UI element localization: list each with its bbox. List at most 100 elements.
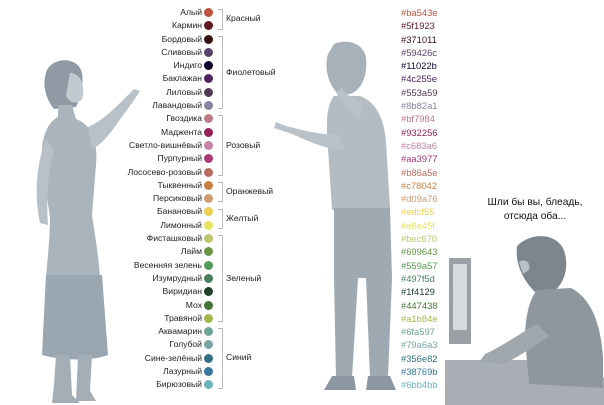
group-bracket — [218, 328, 223, 389]
group-label: Фиолетовый — [226, 66, 276, 77]
hex-code: #38769b — [401, 366, 438, 378]
color-name: Весенняя зелень — [133, 259, 202, 270]
hex-code: #59426c — [401, 46, 437, 58]
color-name: Лавандовый — [152, 100, 202, 111]
hex-code: #4c255e — [401, 73, 437, 85]
hex-code: #aa3977 — [401, 153, 438, 165]
color-swatch — [204, 260, 213, 270]
hex-code: #6fa597 — [401, 326, 435, 338]
color-name: Голубой — [169, 339, 202, 350]
color-name: Мох — [185, 299, 202, 310]
color-name: Пурпурный — [157, 153, 202, 164]
color-swatch — [204, 180, 213, 190]
hex-code: #c78042 — [401, 179, 437, 191]
color-name: Банановый — [156, 206, 202, 217]
color-name: Гвоздика — [166, 113, 202, 124]
color-name: Сине-зелёный — [144, 352, 202, 363]
color-swatch — [204, 247, 213, 257]
group-bracket — [218, 9, 223, 30]
group-label: Красный — [226, 13, 261, 24]
color-swatch — [204, 47, 213, 57]
hex-code: #edcf55 — [401, 206, 435, 218]
color-name: Травяной — [164, 312, 202, 323]
hex-code: #699643 — [401, 246, 438, 258]
group-label: Оранжевый — [226, 186, 274, 197]
hex-code: #c683a6 — [401, 139, 437, 151]
hex-code: #553a59 — [401, 86, 438, 98]
color-name: Тыквенный — [157, 179, 202, 190]
color-swatch — [204, 74, 213, 84]
color-swatch — [204, 154, 213, 164]
color-swatch — [204, 380, 213, 390]
color-name: Лазурный — [163, 366, 202, 377]
color-swatch — [204, 167, 213, 177]
group-label: Зеленый — [226, 272, 262, 283]
color-name: Фисташковый — [146, 233, 202, 244]
color-swatch — [204, 234, 213, 244]
color-name: Изумрудный — [152, 272, 202, 283]
color-name: Светло-вишнёвый — [129, 139, 202, 150]
caption-line-2: отсюда оба... — [503, 211, 567, 222]
hex-code: #bec670 — [401, 233, 437, 245]
hex-code: #79a6a3 — [401, 339, 438, 351]
color-swatch — [204, 194, 213, 204]
hex-code: #5f1923 — [401, 20, 435, 32]
hex-code: #bf7984 — [401, 113, 435, 125]
hex-code: #497f5d — [401, 272, 435, 284]
hex-code: #11022b — [401, 60, 437, 72]
group-bracket — [218, 115, 223, 176]
color-swatch — [204, 127, 213, 137]
group-label: Желтый — [226, 212, 259, 223]
color-names-column: Алый Кармин Бордовый Сливовый Индиго Баклажан… — [110, 6, 202, 392]
color-swatch — [204, 273, 213, 283]
color-swatches-column — [203, 6, 215, 392]
hex-code: #e8e45f — [401, 219, 435, 231]
color-name: Кармин — [171, 20, 202, 31]
color-name: Баклажан — [162, 73, 202, 84]
color-name: Индиго — [173, 60, 202, 71]
color-name: Бирюзовый — [156, 379, 202, 390]
color-swatch — [204, 313, 213, 323]
color-swatch — [204, 34, 213, 44]
group-label: Розовый — [226, 139, 261, 150]
man-figure — [274, 41, 396, 390]
caption: Шли бы вы, блеадь, отсюда оба... — [470, 196, 600, 224]
group-bracket — [218, 35, 223, 110]
hex-codes-column: #ba543e #5f1923 #371011 #59426c #11022b #4c25… — [401, 6, 471, 392]
color-name: Алый — [180, 7, 202, 17]
color-swatch — [204, 340, 213, 350]
color-swatch — [204, 21, 213, 31]
color-swatch — [204, 327, 213, 337]
color-name: Лиловый — [166, 86, 202, 97]
color-name: Лимонный — [160, 219, 202, 230]
color-swatch — [204, 353, 213, 363]
hex-code: #559a57 — [401, 259, 438, 271]
woman-figure — [36, 60, 140, 403]
group-bracket — [218, 181, 223, 203]
group-bracket — [218, 235, 223, 323]
color-swatch — [204, 287, 213, 297]
color-swatch — [204, 140, 213, 150]
hex-code: #447438 — [401, 299, 438, 311]
color-swatch — [204, 367, 213, 377]
color-swatch — [204, 8, 213, 17]
color-name: Персиковый — [152, 193, 202, 204]
hex-code: #932256 — [401, 126, 438, 138]
color-name: Сливовый — [161, 46, 202, 57]
group-label: Синий — [226, 352, 252, 363]
color-name: Бордовый — [161, 33, 202, 44]
color-swatch — [204, 207, 213, 217]
color-name: Лососево-розовый — [127, 166, 202, 177]
color-swatch — [204, 220, 213, 230]
color-swatch — [204, 101, 213, 111]
hex-code: #ba543e — [401, 7, 438, 18]
hex-code: #371011 — [401, 33, 437, 45]
hex-code: #8b82a1 — [401, 100, 438, 112]
hex-code: #1f4129 — [401, 286, 435, 298]
hex-code: #356e82 — [401, 352, 438, 364]
color-swatch — [204, 87, 213, 97]
color-name: Виридиан — [162, 286, 202, 297]
group-bracket — [218, 208, 223, 230]
caption-line-1: Шли бы вы, блеадь, — [487, 197, 583, 208]
color-swatch — [204, 300, 213, 310]
